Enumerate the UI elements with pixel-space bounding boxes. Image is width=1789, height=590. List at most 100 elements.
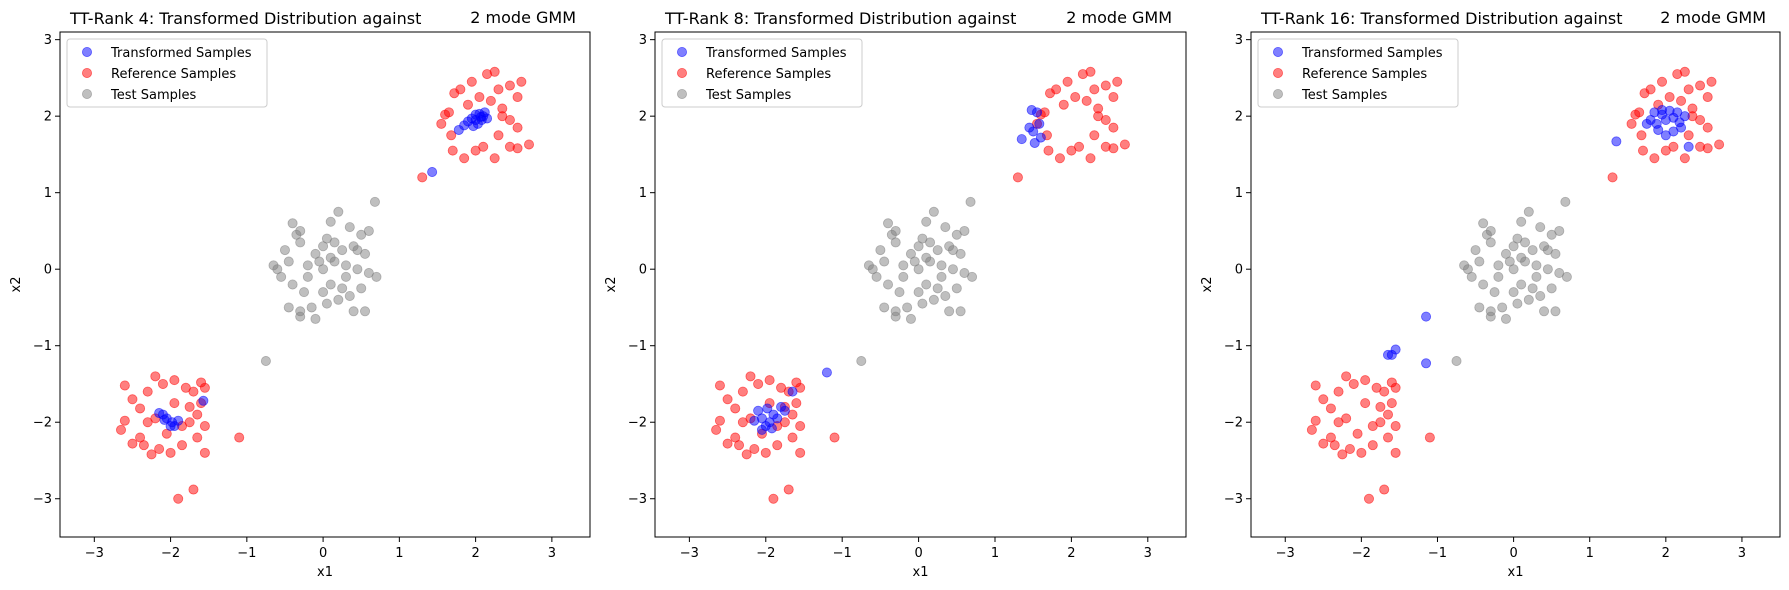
data-point (1535, 222, 1546, 233)
legend-marker (677, 47, 688, 58)
data-point (199, 421, 210, 432)
data-point (1527, 245, 1538, 256)
data-point (1462, 264, 1473, 275)
y-tick-label: −3 (33, 492, 52, 507)
data-point (795, 421, 806, 432)
data-point (762, 403, 773, 414)
data-point (768, 493, 779, 504)
data-point (1089, 130, 1100, 141)
data-point (917, 298, 928, 309)
data-point (734, 440, 745, 451)
data-point (512, 122, 523, 133)
data-point (1664, 92, 1675, 103)
y-axis-label: x2 (9, 277, 24, 293)
data-point (951, 283, 962, 294)
data-point (493, 130, 504, 141)
plot-frame (1250, 31, 1781, 538)
data-point (146, 449, 157, 460)
x-tick-label: 1 (1586, 546, 1594, 561)
data-point (856, 356, 867, 367)
data-point (287, 279, 298, 290)
chart-title-suffix: 2 mode GMM (1660, 8, 1766, 27)
data-point (504, 80, 515, 91)
legend: Transformed Samples Reference Samples Test… (1257, 38, 1459, 108)
data-point (1489, 287, 1500, 298)
data-point (1714, 139, 1725, 150)
x-axis-label: x1 (1508, 565, 1524, 580)
data-point (188, 484, 199, 495)
legend-marker (82, 47, 93, 58)
data-point (1383, 349, 1394, 360)
data-point (1112, 76, 1123, 87)
data-point (192, 409, 203, 420)
series-test-samples (1451, 196, 1572, 367)
data-point (1542, 245, 1553, 256)
y-tick-label: 2 (1235, 110, 1243, 125)
data-point (291, 229, 302, 240)
x-axis-label: x1 (317, 565, 333, 580)
data-point (360, 306, 371, 317)
y-tick-label: −1 (33, 339, 52, 354)
legend-label: Test Samples (1301, 88, 1387, 103)
legend-box (661, 38, 863, 108)
x-tick-label: 3 (548, 546, 556, 561)
data-point (287, 218, 298, 229)
data-point (1626, 118, 1637, 129)
data-point (1512, 298, 1523, 309)
data-point (1478, 279, 1489, 290)
data-point (192, 432, 203, 443)
legend: Transformed Samples Reference Samples Test… (661, 38, 863, 108)
data-point (879, 302, 890, 313)
data-point (295, 311, 306, 322)
y-tick-label: 2 (44, 110, 52, 125)
data-point (967, 271, 978, 282)
x-tick-label: −1 (833, 546, 852, 561)
data-point (829, 432, 840, 443)
data-point (909, 256, 920, 267)
data-point (489, 153, 500, 164)
data-point (1695, 80, 1706, 91)
data-point (180, 382, 191, 393)
data-point (1550, 306, 1561, 317)
data-point (760, 447, 771, 458)
series-transformed-samples (749, 105, 1046, 435)
data-point (1657, 76, 1668, 87)
data-point (947, 264, 958, 275)
data-point (883, 279, 894, 290)
legend-marker (1273, 68, 1284, 79)
legend-label: Test Samples (705, 88, 791, 103)
data-point (1706, 76, 1717, 87)
data-point (283, 302, 294, 313)
data-point (283, 256, 294, 267)
data-point (1383, 432, 1394, 443)
data-point (1089, 84, 1100, 95)
data-point (1674, 117, 1685, 128)
data-point (1310, 380, 1321, 391)
data-point (1702, 122, 1713, 133)
data-point (1344, 444, 1355, 455)
data-point (928, 206, 939, 217)
legend-marker (1273, 47, 1284, 58)
data-point (753, 378, 764, 389)
data-point (1367, 440, 1378, 451)
data-point (173, 415, 184, 426)
x-tick-label: 2 (471, 546, 479, 561)
chart-title: TT-Rank 8: Transformed Distribution agai… (664, 9, 1016, 28)
data-point (947, 245, 958, 256)
data-point (791, 398, 802, 409)
legend-label: Reference Samples (111, 67, 236, 82)
legend-label: Test Samples (110, 88, 196, 103)
data-point (512, 143, 523, 154)
chart-title: TT-Rank 4: Transformed Distribution agai… (69, 9, 421, 28)
data-point (1035, 132, 1046, 143)
data-point (466, 76, 477, 87)
data-point (1363, 493, 1374, 504)
chart-panel-2: −3 −2 −1 0 1 2 3 −3 −2 −1 0 1 2 3 x1 x2 TT-Rank 8: Trans… (604, 8, 1187, 580)
x-tick-label: −1 (237, 546, 256, 561)
data-point (714, 415, 725, 426)
data-point (1683, 130, 1694, 141)
data-point (1318, 438, 1329, 449)
data-point (1683, 84, 1694, 95)
data-point (821, 367, 832, 378)
data-point (1379, 484, 1390, 495)
